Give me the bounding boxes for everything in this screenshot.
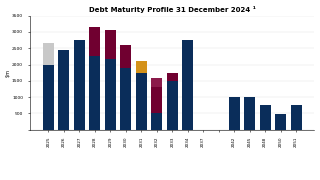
Bar: [120, 68, 131, 130]
Bar: [151, 113, 162, 130]
Title: Debt Maturity Profile 31 December 2024 ¹: Debt Maturity Profile 31 December 2024 ¹: [89, 6, 256, 13]
Bar: [43, 43, 54, 64]
Bar: [89, 27, 100, 56]
Bar: [120, 45, 131, 68]
Bar: [151, 78, 162, 87]
Bar: [291, 105, 301, 130]
Bar: [260, 105, 270, 130]
Y-axis label: $m: $m: [5, 69, 11, 77]
Bar: [59, 50, 69, 130]
Bar: [136, 61, 147, 73]
Bar: [229, 97, 240, 130]
Bar: [105, 59, 116, 130]
Bar: [89, 56, 100, 130]
Bar: [136, 73, 147, 130]
Bar: [74, 40, 85, 130]
Bar: [151, 87, 162, 113]
Bar: [244, 97, 255, 130]
Bar: [167, 73, 178, 81]
Bar: [105, 30, 116, 59]
Bar: [182, 40, 193, 130]
Bar: [275, 114, 286, 130]
Bar: [43, 64, 54, 130]
Bar: [167, 81, 178, 130]
